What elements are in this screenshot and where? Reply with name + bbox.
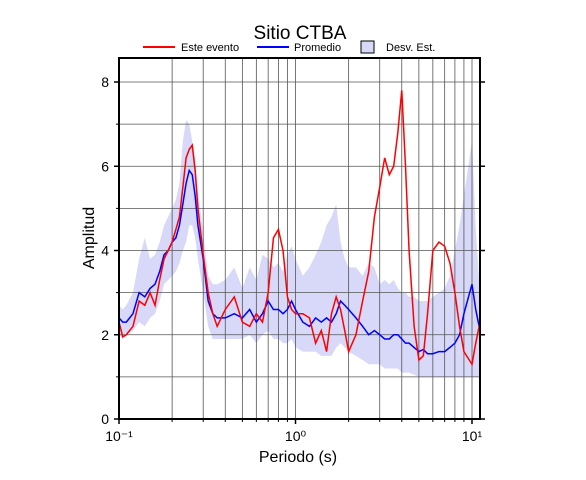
legend-label: Este evento: [181, 42, 239, 54]
legend-label: Desv. Est.: [386, 42, 435, 54]
y-tick-label: 0: [101, 411, 109, 427]
y-tick-label: 2: [101, 327, 109, 343]
series-line: [118, 90, 481, 367]
x-tick-label: 10⁰: [285, 428, 307, 444]
y-tick-label: 4: [101, 243, 109, 259]
legend-swatch: [360, 40, 375, 54]
x-tick-label: 10¹: [462, 428, 483, 444]
plot-frame: [118, 57, 481, 420]
y-tick-label: 6: [101, 158, 109, 174]
x-tick-label: 10⁻¹: [105, 428, 133, 444]
x-axis-label: Periodo (s): [259, 449, 337, 466]
y-tick-label: 8: [101, 74, 109, 90]
std-band: [119, 119, 480, 377]
chart-title: Sitio CTBA: [254, 23, 347, 44]
y-axis-label: Amplitud: [81, 207, 98, 269]
series-line: [118, 168, 481, 355]
legend-label: Promedio: [294, 42, 341, 54]
